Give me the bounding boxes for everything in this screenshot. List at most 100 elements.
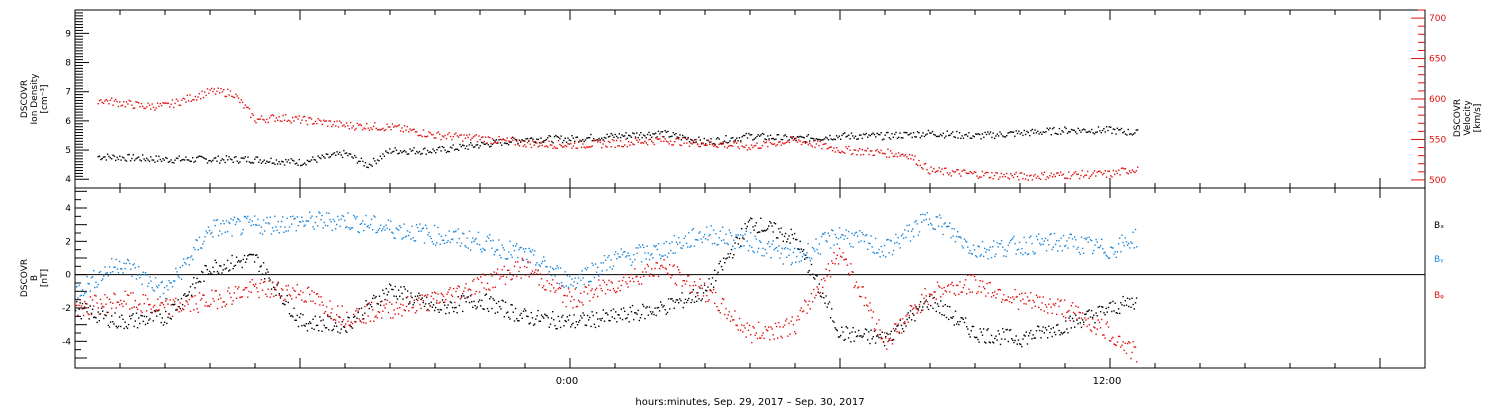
velocity-point — [827, 147, 830, 149]
bx-point — [358, 308, 360, 310]
bx-point — [521, 317, 523, 319]
density-point — [494, 140, 496, 142]
velocity-point — [617, 145, 619, 147]
velocity-point — [1104, 170, 1106, 172]
by-point — [91, 276, 94, 278]
density-point — [794, 137, 796, 140]
velocity-point — [842, 151, 845, 153]
bx-point — [141, 315, 143, 317]
velocity-point — [528, 139, 530, 142]
velocity-point — [267, 121, 269, 124]
density-point — [857, 138, 859, 140]
bx-point — [384, 298, 386, 301]
by-point — [844, 235, 846, 237]
velocity-point — [540, 142, 542, 144]
density-point — [298, 158, 300, 161]
velocity-point — [613, 139, 615, 142]
bx-point — [995, 335, 997, 337]
bx-point — [96, 321, 98, 324]
velocity-point — [911, 154, 913, 156]
bx-point — [904, 322, 906, 325]
bz-point — [116, 301, 118, 303]
by-point — [916, 223, 918, 225]
bx-point — [1113, 310, 1115, 312]
velocity-point — [567, 143, 569, 145]
bz-point — [774, 322, 777, 325]
bx-point — [118, 316, 121, 318]
by-point — [640, 261, 643, 263]
by-point — [493, 254, 495, 256]
velocity-point — [495, 142, 498, 144]
bz-point — [459, 298, 462, 300]
bx-point — [936, 303, 939, 305]
bz-point — [220, 297, 222, 299]
velocity-point — [680, 144, 683, 147]
bz-point — [1047, 312, 1049, 314]
bz-point — [978, 285, 980, 288]
velocity-point — [676, 137, 678, 140]
density-point — [150, 156, 152, 158]
bz-point — [401, 315, 403, 317]
bz-point — [806, 312, 808, 314]
by-point — [347, 212, 349, 214]
bz-point — [737, 329, 739, 331]
by-point — [494, 250, 496, 253]
bz-point — [433, 291, 436, 293]
by-point — [726, 242, 728, 244]
velocity-point — [287, 119, 290, 121]
bx-point — [894, 330, 896, 332]
bz-point — [379, 301, 382, 303]
bz-point — [365, 322, 367, 324]
density-point — [192, 157, 194, 159]
bx-point — [728, 256, 730, 258]
bz-point — [593, 293, 595, 296]
bz-point — [610, 281, 612, 283]
bz-point — [555, 289, 557, 292]
by-point — [993, 240, 995, 242]
density-point — [200, 155, 202, 158]
by-point — [813, 248, 815, 250]
bz-point — [410, 295, 412, 297]
by-point — [966, 241, 968, 243]
bx-point — [474, 305, 476, 307]
bx-point — [941, 314, 943, 316]
bx-point — [436, 302, 438, 304]
by-point — [870, 235, 872, 237]
bz-point — [801, 311, 804, 313]
bx-point — [277, 282, 279, 284]
density-point — [830, 138, 832, 140]
bx-point — [279, 297, 282, 299]
bx-point — [296, 314, 298, 317]
bz-point — [1116, 341, 1119, 343]
velocity-point — [1112, 169, 1115, 172]
bx-point — [464, 297, 466, 299]
bz-point — [556, 282, 558, 284]
by-point — [913, 235, 915, 238]
by-point — [243, 215, 246, 218]
bx-point — [387, 291, 390, 293]
density-point — [786, 135, 788, 138]
density-point — [306, 159, 309, 162]
velocity-point — [190, 100, 192, 102]
density-point — [1080, 131, 1082, 133]
velocity-point — [559, 143, 561, 146]
bz-point — [855, 281, 858, 283]
by-point — [511, 256, 513, 258]
by-point — [282, 216, 284, 218]
bx-point — [463, 295, 465, 297]
velocity-point — [984, 172, 986, 174]
by-point — [824, 231, 826, 234]
bx-point — [790, 228, 792, 231]
density-point — [829, 134, 831, 137]
bz-point — [719, 312, 721, 314]
by-point — [975, 255, 977, 257]
bx-point — [751, 218, 753, 220]
density-point — [449, 146, 452, 148]
bx-point — [624, 310, 626, 312]
top-x-axis-ticks — [74, 10, 1426, 188]
density-point — [1118, 129, 1120, 131]
by-point — [350, 227, 352, 229]
density-point — [915, 136, 917, 138]
density-point — [210, 160, 213, 163]
density-point — [538, 142, 541, 144]
